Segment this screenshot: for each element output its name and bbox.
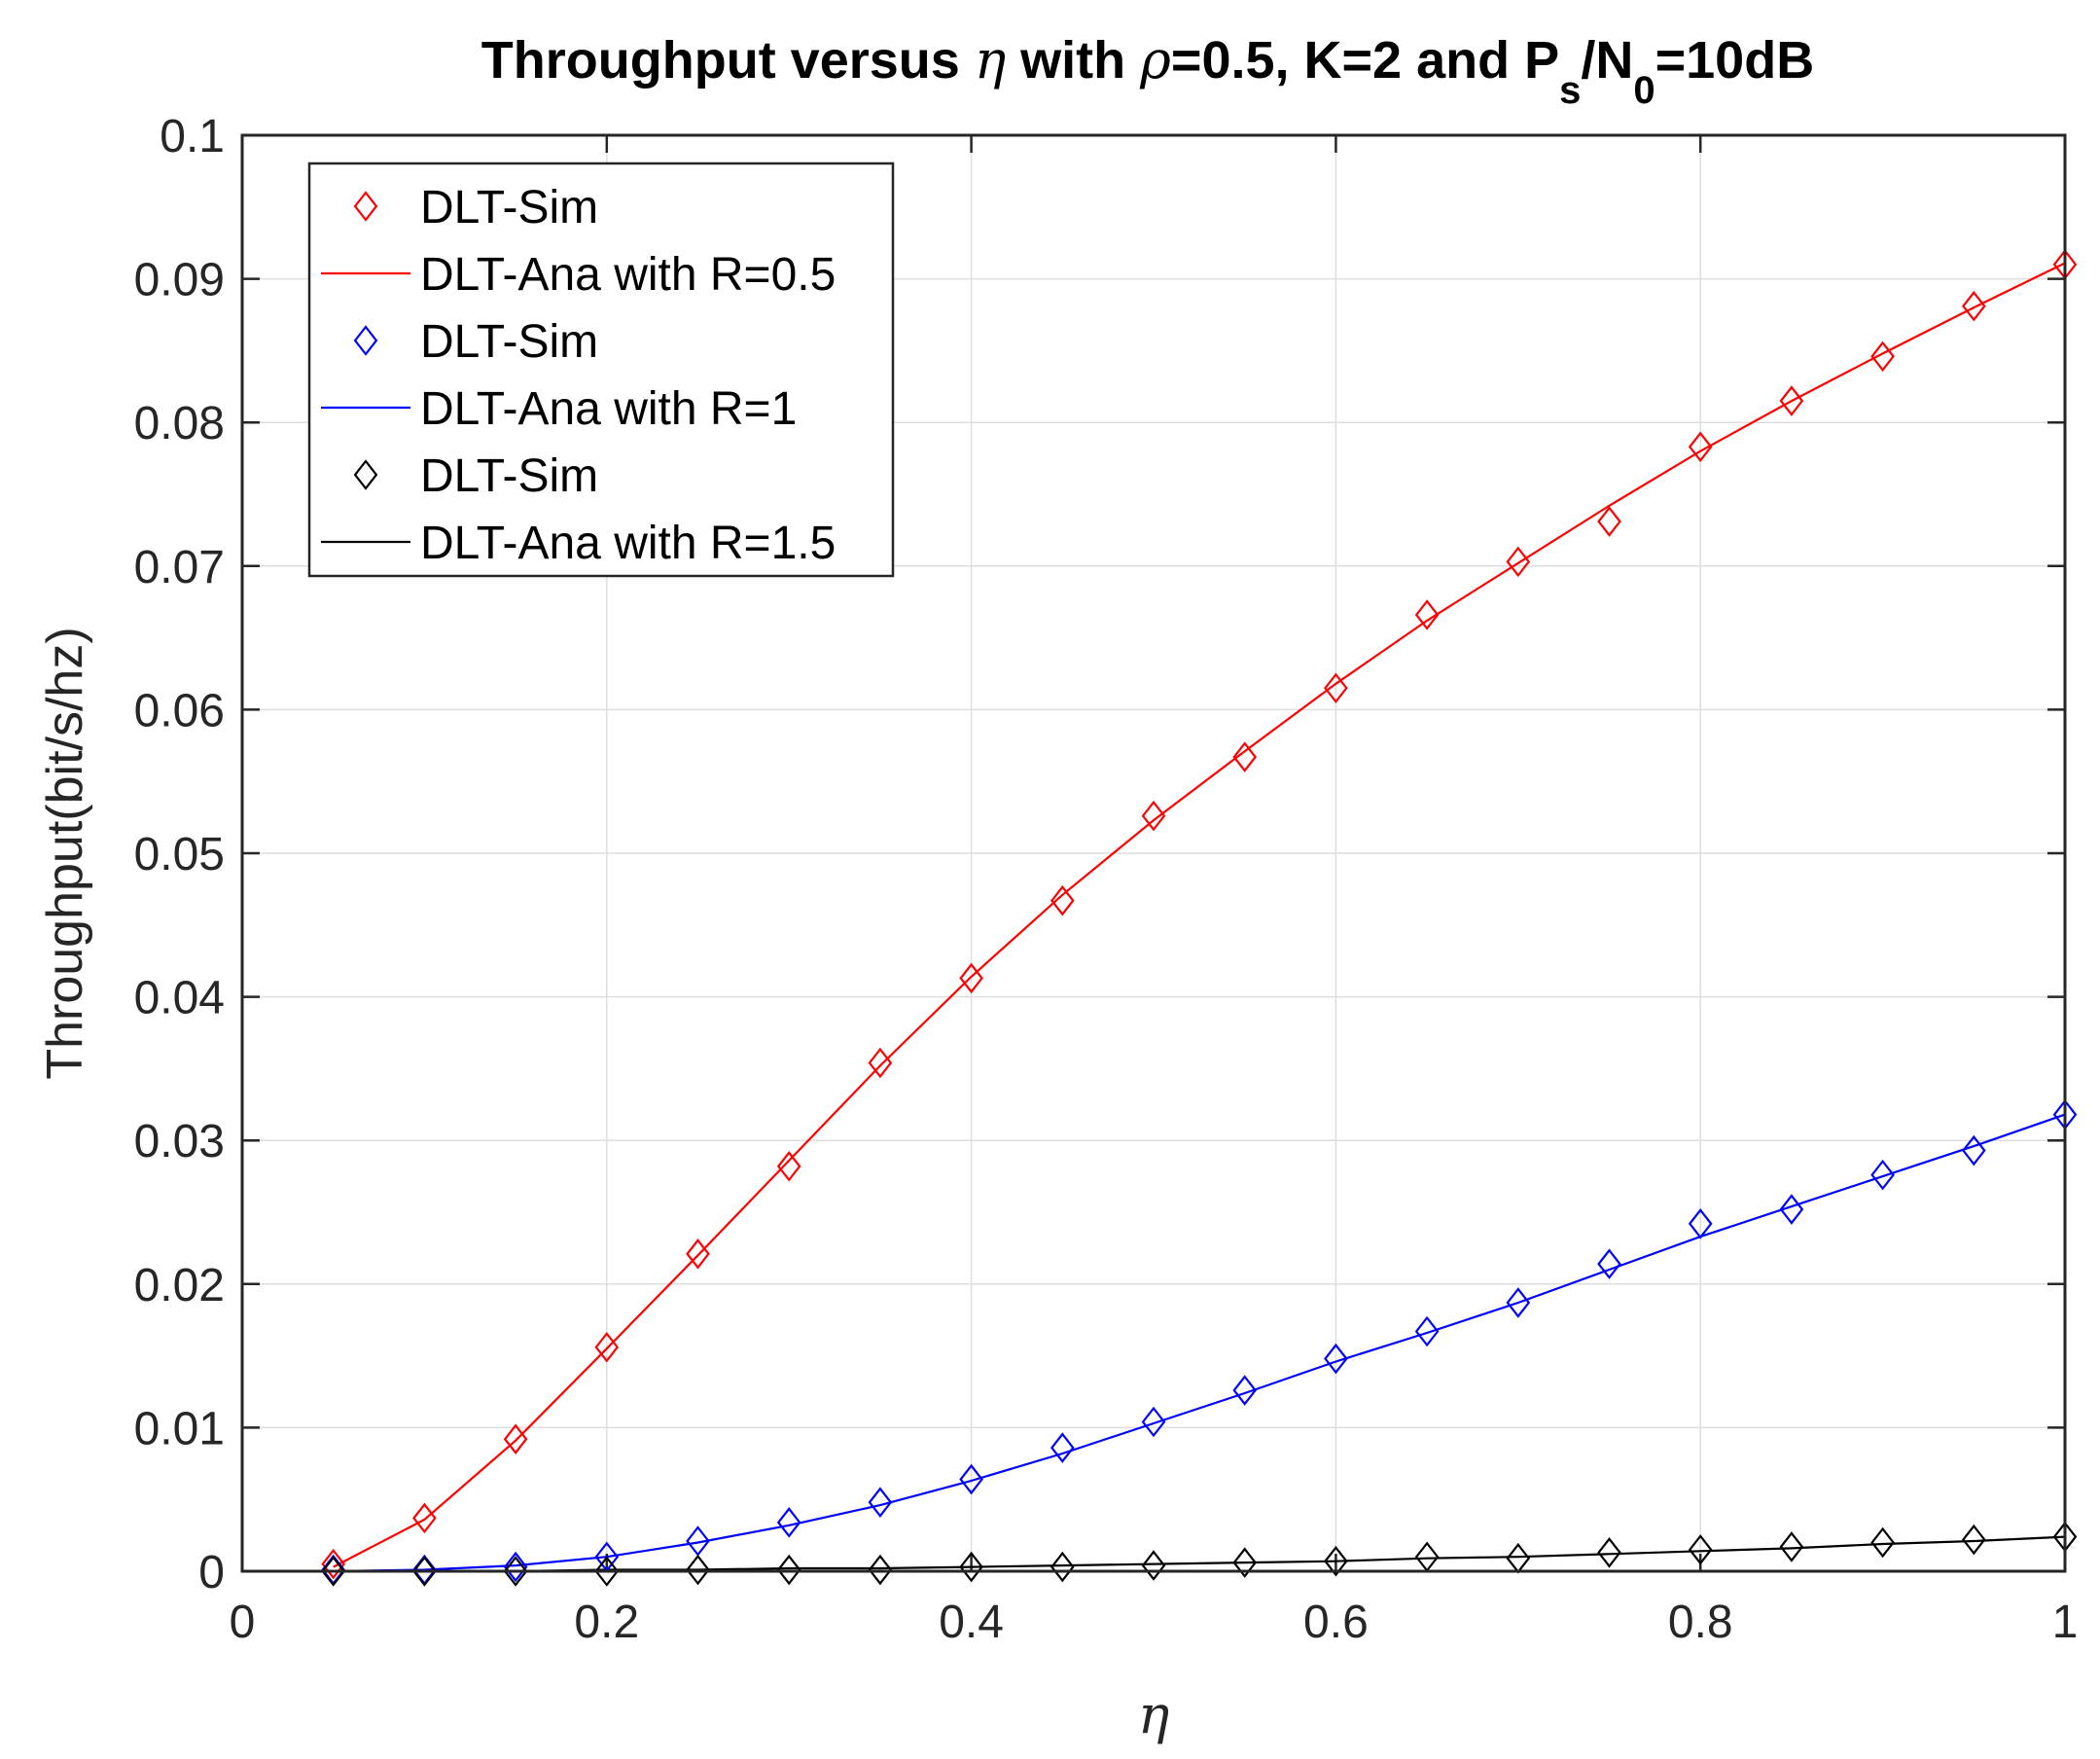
series-4-marker (1050, 1551, 1075, 1583)
y-tick-label: 0.05 (134, 829, 225, 880)
legend-marker-swatch (353, 325, 378, 356)
series-line-3 (333, 1113, 2066, 1573)
series-0-marker (686, 1238, 710, 1270)
legend-box (307, 162, 895, 578)
series-4-marker (868, 1554, 893, 1586)
y-tick-labels: 0 0.01 0.02 0.03 0.04 0.05 0.06 0.07 0.08 0.09 0.1 (134, 111, 225, 1598)
series-0-marker (1232, 741, 1258, 772)
series-0-marker (1050, 884, 1075, 916)
legend-marker-swatch (353, 191, 378, 222)
legend-entries: DLT-Sim DLT-Ana with R=0.5 DLT-Sim DLT-Ana … (321, 182, 836, 569)
y-tick-label: 0.03 (134, 1116, 225, 1167)
axes-box (240, 133, 2067, 1573)
chart-title: Throughput versus η with ρ=0.5, K=2 and … (481, 29, 1814, 112)
legend-label: DLT-Ana with R=1.5 (420, 518, 836, 569)
series-0-marker (1414, 599, 1440, 630)
series-0-marker (1779, 385, 1804, 416)
series-0-marker (321, 1548, 346, 1580)
y-tick-label: 0.04 (134, 973, 225, 1024)
legend-label: DLT-Sim (420, 450, 598, 502)
series-line-1 (333, 262, 2066, 1568)
series-4-marker (959, 1551, 983, 1583)
y-axis-label: Throughput(bit/s/hz) (37, 627, 93, 1079)
x-tick-label: 1 (2052, 1597, 2079, 1648)
series-4-marker (503, 1556, 528, 1587)
y-tick-label: 0.06 (134, 685, 225, 736)
x-tick-label: 0.8 (1668, 1597, 1733, 1648)
series-4-marker (1597, 1537, 1621, 1568)
y-tick-label: 0.07 (134, 542, 225, 593)
series-0-marker (1597, 506, 1621, 537)
series-0-marker (412, 1502, 437, 1534)
x-axis-label: η (1138, 1684, 1169, 1745)
series-2-marker (1688, 1208, 1713, 1239)
y-tick-label: 0.01 (134, 1403, 225, 1454)
series-0-marker (1141, 800, 1166, 832)
y-tick-label: 0 (198, 1547, 225, 1598)
series-0-marker (959, 962, 983, 994)
series-4-marker (1961, 1524, 1986, 1556)
series-0-marker (594, 1331, 620, 1363)
series-0-marker (1961, 290, 1986, 322)
series-4-marker (686, 1554, 710, 1586)
series-2-marker (503, 1551, 528, 1583)
legend-label: DLT-Sim (420, 182, 598, 233)
x-tick-label: 0.6 (1303, 1597, 1369, 1648)
series-4-marker (1870, 1526, 1895, 1559)
y-tick-label: 0.08 (134, 398, 225, 449)
y-tick-label: 0.02 (134, 1260, 225, 1311)
series-4-marker (1141, 1550, 1166, 1581)
series-4-marker (776, 1554, 801, 1586)
series-4-marker (321, 1556, 346, 1587)
x-tick-label: 0.2 (574, 1597, 639, 1648)
series-2-marker (868, 1487, 893, 1518)
y-tick-label: 0.1 (160, 111, 225, 162)
y-tick-label: 0.09 (134, 255, 225, 306)
series-4-marker (1324, 1545, 1348, 1577)
series-0-marker (1506, 546, 1531, 578)
series-2-marker (959, 1463, 983, 1495)
series-2-marker (1506, 1287, 1531, 1318)
series-4-marker (1688, 1534, 1713, 1565)
series-0-marker (1870, 341, 1895, 373)
series-2-marker (1414, 1315, 1440, 1347)
legend: DLT-Sim DLT-Ana with R=0.5 DLT-Sim DLT-Ana … (307, 162, 895, 578)
series-2-marker (1232, 1375, 1258, 1406)
series-4-marker (594, 1556, 620, 1587)
legend-marker-swatch (353, 459, 378, 490)
series-2-marker (1324, 1343, 1348, 1375)
legend-label: DLT-Ana with R=1 (420, 383, 797, 435)
series-0-marker (503, 1423, 528, 1454)
series-2-marker (1141, 1406, 1166, 1438)
series-2-marker (1779, 1194, 1804, 1225)
series-0-marker (776, 1150, 801, 1182)
series-0-marker (1688, 431, 1713, 463)
x-tick-label: 0 (230, 1597, 256, 1648)
series-2-marker (1597, 1248, 1621, 1279)
series-0-marker (1324, 672, 1348, 704)
series-2-marker (1050, 1432, 1075, 1463)
series-4-marker (1232, 1547, 1258, 1578)
series-0-marker (868, 1047, 893, 1079)
x-tick-label: 0.4 (939, 1597, 1004, 1648)
series-2-marker (1870, 1159, 1895, 1191)
legend-label: DLT-Sim (420, 316, 598, 368)
series-2-marker (1961, 1134, 1986, 1167)
series-4-marker (412, 1556, 437, 1587)
series-4-marker (1779, 1531, 1804, 1562)
series-2-marker (776, 1507, 801, 1538)
x-tick-labels: 0 0.2 0.4 0.6 0.8 1 (230, 1597, 2079, 1648)
legend-label: DLT-Ana with R=0.5 (420, 249, 836, 301)
